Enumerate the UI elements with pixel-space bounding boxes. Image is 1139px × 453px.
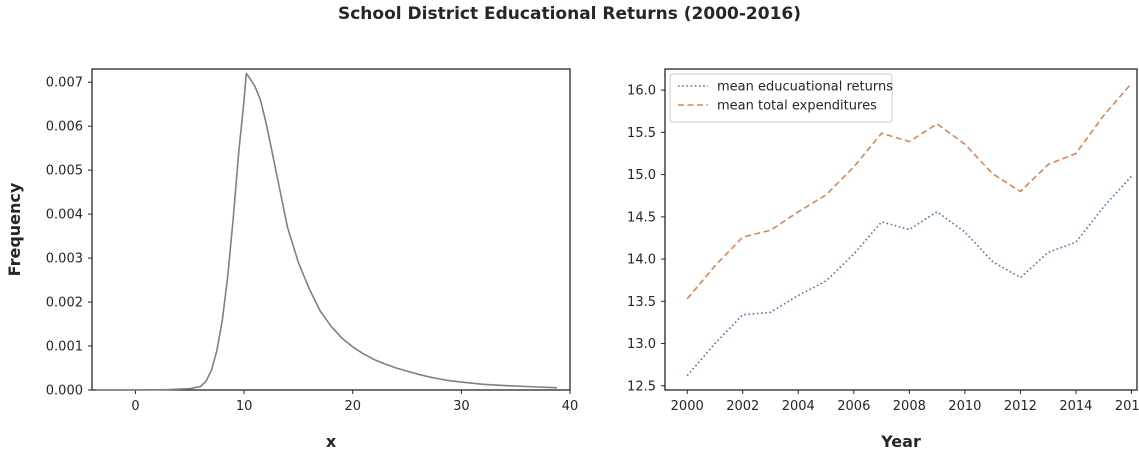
x-tick-label: 0 bbox=[131, 399, 139, 414]
figure-title: School District Educational Returns (200… bbox=[337, 4, 802, 24]
legend-label-1: mean educuational returns bbox=[717, 80, 893, 95]
y-tick-label: 13.0 bbox=[627, 337, 656, 352]
y-tick-label: 0.006 bbox=[46, 120, 83, 135]
x-tick-label: 2000 bbox=[671, 399, 704, 414]
y-tick-label: 0.002 bbox=[46, 296, 83, 311]
right-chart: 2000 2002 2004 2006 2008 2010 2012 2014 2016 12.5… bbox=[627, 68, 1139, 451]
series-line-2 bbox=[686, 82, 1133, 300]
y-tick-label: 15.5 bbox=[627, 126, 656, 141]
x-tick-label: 2004 bbox=[782, 399, 815, 414]
x-tick-label: 2002 bbox=[726, 399, 759, 414]
axes-frame bbox=[664, 68, 1138, 391]
left-chart: 0 10 20 30 40 0.000 0.001 0.002 0.003 0.004 0.005 0… bbox=[5, 68, 579, 451]
x-tick-label: 30 bbox=[453, 399, 470, 414]
series-line-1 bbox=[686, 175, 1132, 377]
x-tick-label: 2012 bbox=[1004, 399, 1037, 414]
y-tick-label: 14.5 bbox=[627, 210, 656, 225]
x-tick-label: 20 bbox=[344, 399, 361, 414]
y-tick-label: 0.005 bbox=[46, 164, 83, 179]
y-tick-label: 0.004 bbox=[46, 208, 83, 223]
y-tick-label: 0.007 bbox=[46, 76, 83, 91]
y-tick-label: 12.5 bbox=[627, 379, 656, 394]
x-tick-label: 40 bbox=[562, 399, 579, 414]
legend-box bbox=[669, 73, 893, 123]
y-tick-label: 13.5 bbox=[627, 295, 656, 310]
x-tick-label: 2008 bbox=[893, 399, 926, 414]
x-axis-label: Year bbox=[880, 432, 921, 451]
x-tick-label: 2010 bbox=[948, 399, 981, 414]
x-tick-label: 2006 bbox=[837, 399, 870, 414]
x-tick-label: 2016 bbox=[1115, 399, 1139, 414]
y-tick-label: 0.000 bbox=[46, 384, 83, 399]
y-tick-label: 14.0 bbox=[627, 253, 656, 268]
y-tick-label: 16.0 bbox=[627, 84, 656, 99]
legend-label-2: mean total expenditures bbox=[717, 99, 877, 114]
y-tick-label: 15.0 bbox=[627, 168, 656, 183]
x-axis-label: x bbox=[326, 432, 337, 451]
series-line-1 bbox=[96, 72, 558, 391]
y-tick-label: 0.001 bbox=[46, 340, 83, 355]
x-tick-label: 10 bbox=[236, 399, 253, 414]
y-axis-label: Frequency bbox=[5, 182, 24, 276]
x-tick-label: 2014 bbox=[1059, 399, 1092, 414]
axes-frame bbox=[91, 68, 571, 391]
y-tick-label: 0.003 bbox=[46, 252, 83, 267]
